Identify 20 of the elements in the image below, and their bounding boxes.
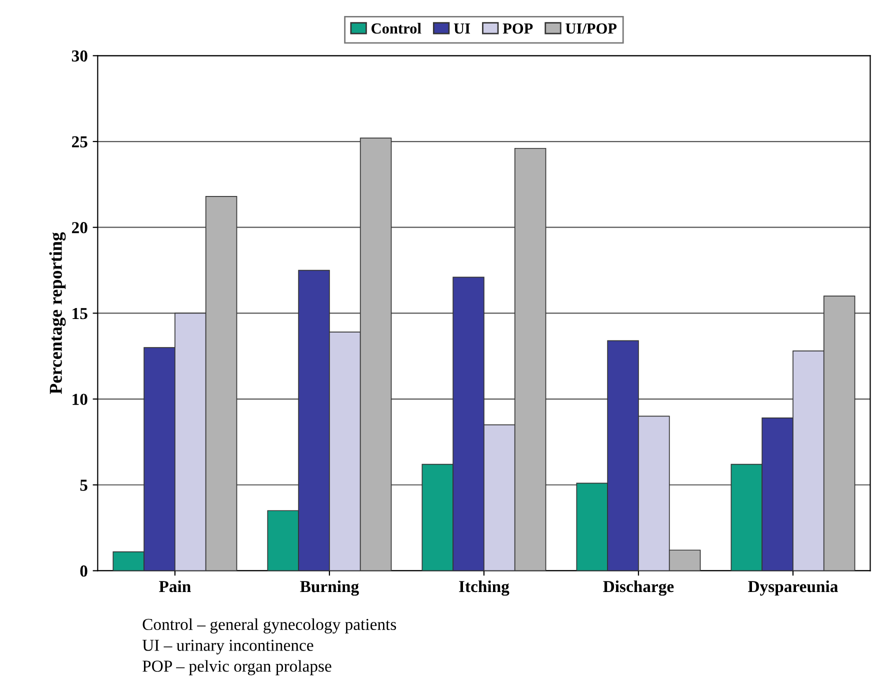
- text: POP – pelvic organ prolapse: [142, 660, 332, 676]
- y-tick-label: 30: [72, 50, 88, 62]
- legend-label: POP: [502, 23, 533, 34]
- x-tick-label: Discharge: [603, 580, 674, 596]
- y-tick-label: 25: [72, 136, 88, 148]
- y-tick-label: 20: [72, 222, 88, 234]
- x-tick-label: Itching: [459, 580, 510, 596]
- legend-label: UI: [454, 24, 470, 34]
- x-tick-label: Pain: [159, 580, 191, 592]
- y-tick-label: 10: [72, 394, 88, 405]
- y-axis-title: Percentage reporting: [49, 232, 66, 394]
- x-tick-label: Burning: [300, 580, 359, 596]
- text: UI – urinary incontinence: [142, 640, 314, 654]
- y-tick-label: 15: [72, 308, 88, 320]
- y-tick-label: 5: [80, 480, 88, 491]
- legend-label: Control: [372, 22, 422, 34]
- legend-label: UI/POP: [566, 23, 617, 34]
- text: Control – general gynecology patients: [142, 618, 396, 634]
- y-tick-label: 0: [80, 565, 88, 577]
- x-tick-label: Dyspareunia: [748, 580, 838, 596]
